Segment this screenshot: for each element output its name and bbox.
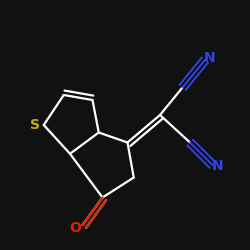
Text: O: O <box>69 220 81 234</box>
Text: S: S <box>30 118 40 132</box>
Text: N: N <box>212 159 223 173</box>
Text: N: N <box>204 50 215 64</box>
